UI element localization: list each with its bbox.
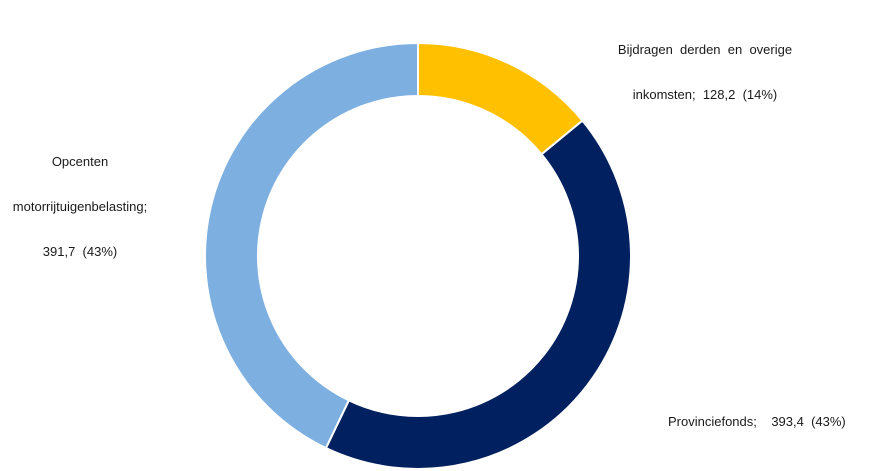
slice-label-opcenten-line2: motorrijtuigenbelasting; <box>12 199 148 214</box>
slice-label-bijdragen: Bijdragen derden en overige inkomsten; 1… <box>600 12 810 117</box>
slice-label-opcenten: Opcenten motorrijtuigenbelasting; 391,7 … <box>0 124 160 274</box>
slice-label-bijdragen-line1: Bijdragen derden en overige <box>617 42 793 57</box>
donut-slice-0 <box>417 41 584 156</box>
slice-label-provinciefonds-line1: Provinciefonds; 393,4 (43%) <box>668 414 846 429</box>
donut-slice-1 <box>324 119 632 470</box>
slice-label-opcenten-line1: Opcenten <box>51 154 109 169</box>
slice-label-provinciefonds: Provinciefonds; 393,4 (43%) <box>668 384 846 444</box>
slice-label-opcenten-line3: 391,7 (43%) <box>42 244 118 259</box>
slice-label-bijdragen-line2: inkomsten; 128,2 (14%) <box>632 87 778 102</box>
donut-slice-2 <box>203 41 419 450</box>
